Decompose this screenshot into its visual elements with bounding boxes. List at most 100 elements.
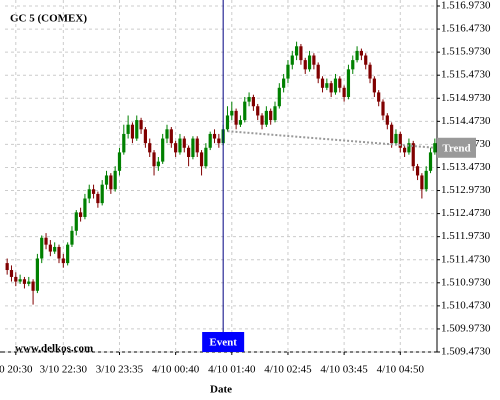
candle-body (243, 101, 247, 121)
candle-body (381, 101, 385, 116)
candle-body (398, 133, 402, 148)
candle-body (66, 244, 70, 264)
candle-body (53, 246, 57, 252)
candle-body (139, 120, 143, 130)
candle-body (351, 60, 355, 70)
chart-title: GC 5 (COMEX) (10, 13, 87, 25)
x-axis-title: Date (210, 384, 232, 396)
candle-body (191, 138, 195, 157)
candle-body (199, 152, 204, 167)
y-tick-label: 1.516.9730 (441, 0, 491, 12)
candle-body (57, 246, 61, 259)
candle-body (126, 124, 130, 134)
candle-body (424, 170, 428, 190)
candle-body (212, 133, 217, 139)
candle-body (260, 115, 264, 125)
candle-body (428, 152, 433, 171)
candle-body (230, 110, 234, 116)
candle-body (74, 212, 78, 231)
candle-body (264, 110, 268, 125)
candle-body (9, 270, 14, 277)
candle-body (346, 69, 351, 98)
candle-body (277, 87, 281, 107)
candle-body (31, 281, 35, 291)
y-tick-label: 1.514.9730 (441, 92, 491, 104)
candle-body (364, 55, 368, 65)
candle-body (217, 138, 221, 144)
candle-body (282, 78, 286, 88)
y-tick-label: 1.514.4730 (441, 115, 491, 127)
candle-body (251, 97, 255, 107)
candle-body (117, 152, 122, 171)
candle-body (70, 230, 74, 245)
y-tick-label: 1.509.9730 (441, 322, 491, 334)
candle-body (87, 189, 91, 199)
candle-body (122, 133, 126, 153)
candle-body (195, 138, 199, 153)
candle-body (148, 143, 152, 153)
candle-body (234, 110, 238, 125)
candle-body (48, 244, 52, 252)
candle-body (342, 87, 346, 98)
candle-body (174, 143, 178, 153)
candle-body (299, 46, 303, 61)
candle-body (368, 64, 372, 79)
y-tick-label: 1.513.4730 (441, 161, 491, 173)
candle-body (165, 129, 169, 139)
candle-body (79, 212, 83, 217)
event-label-box (202, 332, 245, 352)
candle-body (333, 78, 338, 93)
candle-body (35, 258, 39, 291)
y-tick-label: 1.512.4730 (441, 207, 491, 219)
candle-body (303, 60, 307, 70)
candle-body (415, 166, 420, 176)
y-tick-label: 1.510.4730 (441, 299, 491, 311)
candle-body (273, 106, 277, 121)
candle-body (61, 258, 65, 264)
candle-body (355, 50, 359, 61)
candle-body (178, 138, 182, 153)
candle-body (14, 276, 18, 282)
x-tick-label: 4/10 04:50 (377, 364, 425, 376)
candle-body (83, 198, 87, 217)
candle-body (394, 133, 398, 144)
candle-body (130, 124, 135, 139)
trend-label: Trend (442, 142, 470, 154)
candle-body (44, 237, 48, 245)
candle-body (156, 161, 160, 167)
candle-body (256, 106, 260, 116)
candle-body (403, 147, 407, 153)
candle-body (372, 78, 376, 93)
candle-body (225, 115, 230, 130)
candle-body (135, 120, 139, 139)
candle-body (113, 170, 117, 190)
candle-body (27, 281, 31, 284)
x-tick-label: 3/10 22:30 (40, 364, 88, 376)
candle-body (290, 55, 294, 65)
candle-body (247, 97, 251, 102)
candle-body (40, 237, 44, 259)
candle-body (329, 83, 333, 93)
candle-body (420, 175, 424, 190)
x-tick-label: 4/10 03:45 (320, 364, 368, 376)
trend-line (227, 130, 435, 149)
candle-body (22, 279, 27, 284)
candle-body (18, 279, 22, 282)
candle-body (338, 78, 342, 88)
candle-body (182, 138, 186, 148)
y-tick-label: 1.515.4730 (441, 69, 491, 81)
x-tick-label: 0 20:30 (0, 364, 33, 376)
candle-body (238, 120, 243, 125)
event-label: Event (209, 337, 237, 349)
x-tick-label: 4/10 01:40 (208, 364, 256, 376)
y-tick-label: 1.510.9730 (441, 276, 491, 288)
candle-body (312, 55, 316, 65)
candle-body (307, 55, 312, 70)
candle-body (96, 193, 100, 204)
y-tick-label: 1.511.9730 (441, 230, 491, 242)
candle-body (152, 152, 156, 167)
trend-label-box (437, 137, 476, 158)
candle-body (161, 138, 165, 162)
y-tick-label: 1.509.4730 (441, 346, 491, 358)
candle-body (143, 129, 147, 144)
